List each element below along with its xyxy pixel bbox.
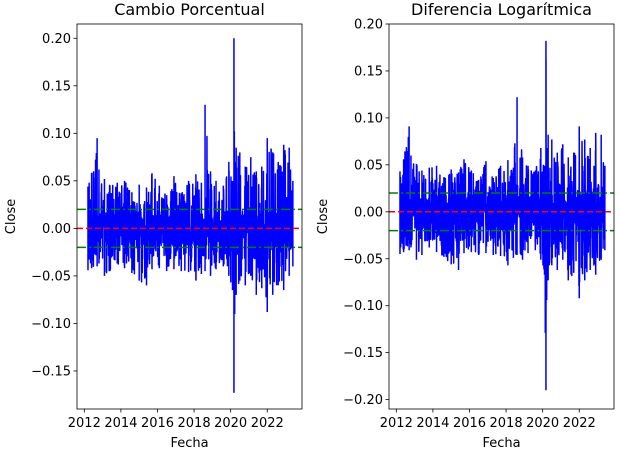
y-axis-label: Close — [316, 199, 331, 234]
y-tick-label: −0.15 — [343, 346, 383, 361]
y-tick-label: −0.05 — [31, 269, 71, 284]
y-tick-label: 0.05 — [354, 158, 383, 173]
y-tick-label: −0.10 — [31, 317, 71, 332]
x-tick-label: 2022 — [563, 416, 596, 431]
x-axis-label: Fecha — [170, 436, 208, 451]
x-tick-label: 2014 — [104, 416, 137, 431]
series-line — [87, 38, 294, 393]
x-tick-label: 2022 — [251, 416, 284, 431]
y-axis-label: Close — [4, 199, 19, 234]
x-tick-label: 2014 — [416, 416, 449, 431]
chart-title: Cambio Porcentual — [114, 0, 265, 19]
x-tick-label: 2020 — [214, 416, 247, 431]
y-tick-label: 0.20 — [42, 32, 71, 47]
x-tick-label: 2018 — [490, 416, 523, 431]
y-tick-label: −0.10 — [343, 299, 383, 314]
y-tick-label: −0.05 — [343, 252, 383, 267]
y-tick-label: −0.20 — [343, 393, 383, 408]
y-tick-label: 0.10 — [354, 111, 383, 126]
y-tick-label: 0.20 — [354, 18, 383, 33]
plot-frame — [76, 23, 303, 410]
x-axis-label: Fecha — [482, 436, 520, 451]
x-tick-label: 2018 — [178, 416, 211, 431]
plot-area — [389, 40, 614, 391]
x-tick-label: 2016 — [453, 416, 486, 431]
x-tick-label: 2012 — [380, 416, 413, 431]
y-tick-label: 0.05 — [42, 174, 71, 189]
y-tick-label: 0.10 — [42, 127, 71, 142]
y-tick-label: 0.00 — [42, 222, 71, 237]
y-tick-label: −0.15 — [31, 364, 71, 379]
plot-area — [77, 38, 302, 393]
x-tick-label: 2012 — [68, 416, 101, 431]
y-tick-label: 0.15 — [42, 79, 71, 94]
y-tick-label: 0.15 — [354, 64, 383, 79]
series-line — [399, 40, 606, 391]
chart-panel-2: −0.20 −0.15 −0.10 −0.05 0.00 0.05 0.10 0.15 0.20… — [316, 0, 615, 451]
x-tick-label: 2016 — [141, 416, 174, 431]
plot-frame — [388, 23, 615, 410]
chart-title: Diferencia Logarítmica — [411, 0, 592, 19]
x-tick-label: 2020 — [526, 416, 559, 431]
y-tick-label: 0.00 — [354, 205, 383, 220]
